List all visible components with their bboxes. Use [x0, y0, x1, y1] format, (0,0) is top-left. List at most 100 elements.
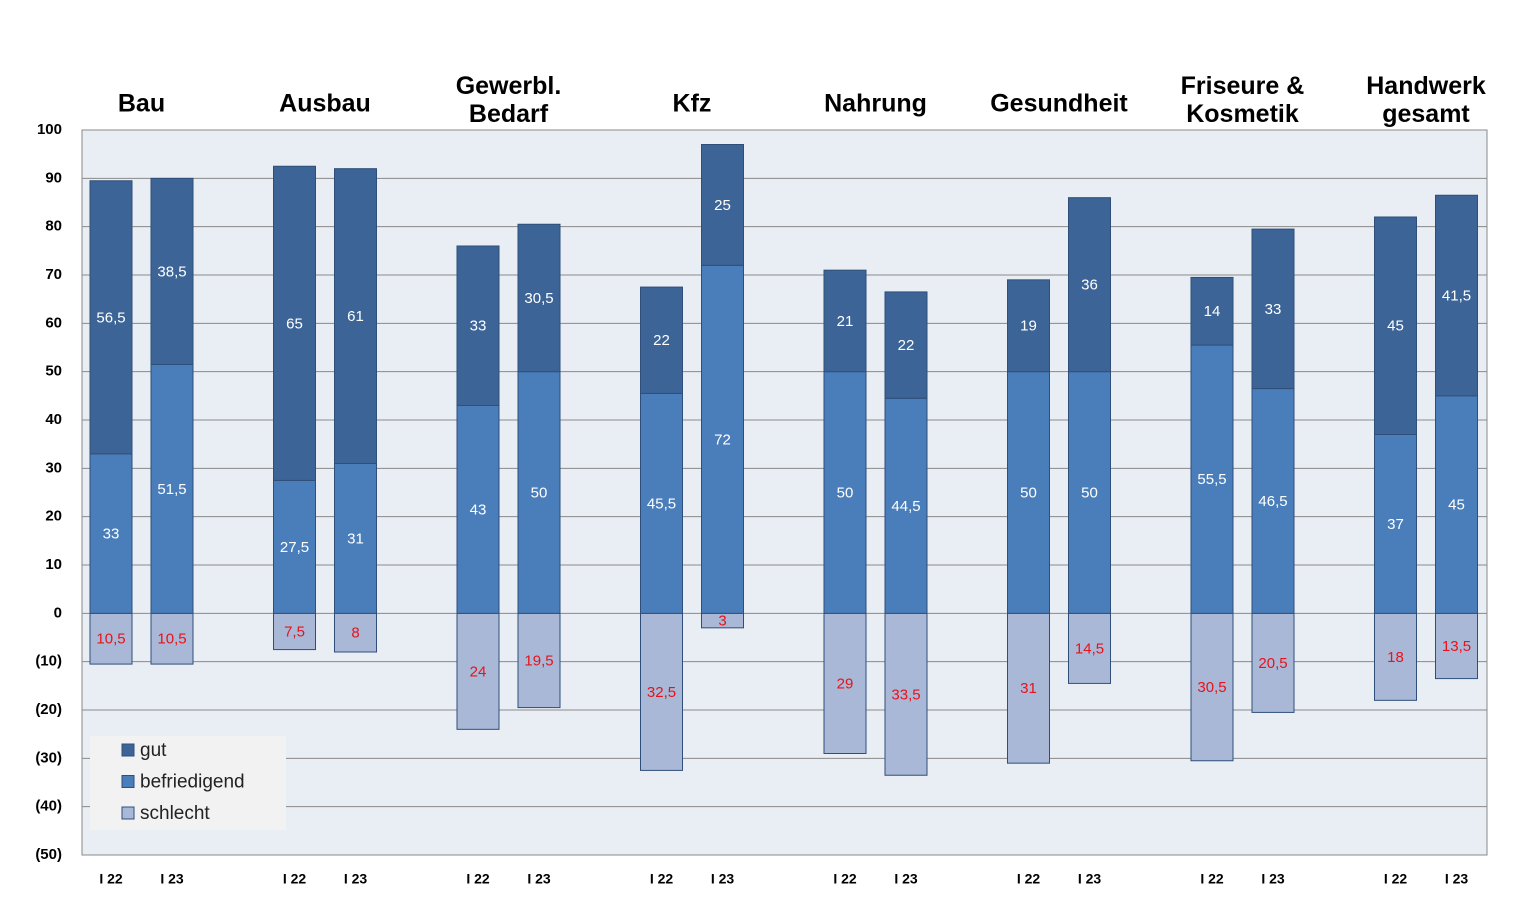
value-label: 45	[1448, 497, 1465, 514]
value-label: 22	[653, 332, 670, 349]
x-tick-label: I 22	[833, 871, 857, 887]
x-tick-label: I 23	[1078, 871, 1102, 887]
bar-segment	[1435, 395, 1478, 614]
bar-segment	[334, 168, 377, 465]
value-label: 43	[470, 501, 487, 518]
value-label: 19,5	[524, 652, 553, 669]
x-tick-label: I 22	[1384, 871, 1408, 887]
legend-swatch	[121, 775, 135, 788]
value-label: 14,5	[1075, 640, 1104, 657]
value-label: 31	[1020, 680, 1037, 697]
value-label: 33	[470, 318, 487, 335]
bar-segment	[640, 392, 683, 614]
bar-segment	[884, 612, 928, 776]
bar-segment	[273, 479, 316, 614]
y-tick-label: 20	[45, 508, 62, 525]
value-label: 37	[1387, 516, 1404, 533]
bar-segment	[1007, 612, 1050, 764]
y-tick-label: 90	[45, 169, 62, 186]
value-label: 31	[347, 530, 364, 547]
value-label: 46,5	[1258, 493, 1287, 510]
x-tick-label: I 23	[711, 871, 735, 887]
bar-segment	[150, 363, 194, 614]
group-label: Friseure & Kosmetik	[1181, 72, 1305, 128]
x-tick-label: I 23	[1445, 871, 1469, 887]
value-label: 33,5	[891, 686, 920, 703]
y-tick-label: (50)	[35, 846, 62, 863]
legend-label: gut	[140, 740, 167, 761]
bar-segment	[89, 453, 133, 614]
value-label: 36	[1081, 277, 1098, 294]
bar-segment	[1190, 612, 1234, 762]
group-label: Bau	[118, 90, 165, 118]
value-label: 41,5	[1442, 288, 1471, 305]
bar-segment	[273, 612, 316, 651]
value-label: 3	[718, 613, 726, 630]
bar-segment	[1068, 612, 1111, 684]
value-label: 22	[898, 337, 915, 354]
value-label: 32,5	[647, 684, 676, 701]
bar-segment	[89, 180, 133, 455]
value-label: 50	[531, 484, 548, 501]
y-tick-label: 80	[45, 218, 62, 235]
bar-segment	[273, 165, 316, 481]
bar-segment	[456, 245, 500, 406]
bar-segment	[517, 612, 561, 709]
x-tick-label: I 23	[527, 871, 551, 887]
value-label: 61	[347, 308, 364, 325]
bar-segment	[334, 463, 377, 614]
bar-segment	[456, 405, 500, 614]
bar-segment	[456, 612, 500, 730]
group-label: Gesundheit	[990, 90, 1128, 118]
bar-segment	[884, 291, 928, 399]
value-label: 13,5	[1442, 638, 1471, 655]
value-label: 30,5	[1197, 679, 1226, 696]
bar-segment	[1251, 228, 1295, 390]
legend-label: befriedigend	[140, 772, 245, 793]
value-label: 51,5	[157, 481, 186, 498]
legend-label: schlecht	[140, 803, 210, 824]
y-tick-label: (10)	[35, 653, 62, 670]
value-label: 8	[351, 625, 359, 642]
bar-segment	[150, 612, 194, 665]
bar-segment	[1435, 194, 1478, 397]
bar-segment	[823, 612, 867, 754]
value-label: 10,5	[96, 631, 125, 648]
bar-segment	[640, 286, 683, 394]
y-tick-label: 0	[54, 604, 62, 621]
value-label: 24	[470, 663, 487, 680]
bar-segment	[884, 397, 928, 614]
value-label: 29	[837, 675, 854, 692]
value-label: 38,5	[157, 263, 186, 280]
value-label: 19	[1020, 318, 1037, 335]
value-label: 72	[714, 431, 731, 448]
value-label: 55,5	[1197, 471, 1226, 488]
bar-segment	[517, 223, 561, 373]
bar-segment	[89, 612, 133, 665]
value-label: 33	[1265, 301, 1282, 318]
value-label: 45,5	[647, 495, 676, 512]
bar-segment	[150, 177, 194, 365]
bar-segment	[1374, 216, 1417, 435]
value-label: 56,5	[96, 309, 125, 326]
group-label: Ausbau	[279, 90, 371, 118]
bar-segment	[1251, 612, 1295, 713]
y-tick-label: 30	[45, 459, 62, 476]
value-label: 50	[1020, 484, 1037, 501]
x-tick-label: I 22	[1017, 871, 1041, 887]
value-label: 18	[1387, 649, 1404, 666]
value-label: 21	[837, 313, 854, 330]
x-tick-label: I 22	[466, 871, 490, 887]
bar-segment	[1435, 612, 1478, 680]
bar-segment	[823, 371, 867, 614]
y-tick-label: 10	[45, 556, 62, 573]
group-label: Kfz	[673, 90, 712, 118]
bar-segment	[1068, 371, 1111, 614]
value-label: 27,5	[280, 539, 309, 556]
value-label: 45	[1387, 318, 1404, 335]
bar-segment	[701, 144, 744, 266]
y-tick-label: 60	[45, 314, 62, 331]
bar-segment	[1374, 434, 1417, 614]
value-label: 65	[286, 315, 303, 332]
y-tick-label: 70	[45, 266, 62, 283]
